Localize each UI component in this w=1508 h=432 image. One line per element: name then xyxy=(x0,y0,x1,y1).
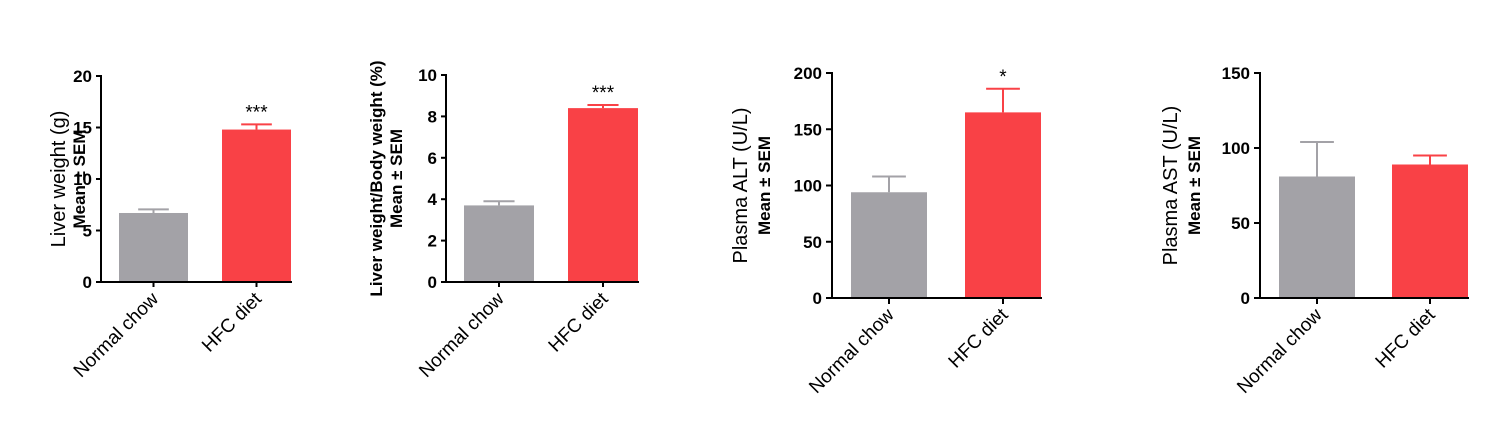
y-tick-label: 200 xyxy=(794,64,822,83)
y-tick-label: 50 xyxy=(803,233,822,252)
y-tick-label: 0 xyxy=(1241,289,1250,308)
y-tick-label: 5 xyxy=(83,222,92,241)
bar-1 xyxy=(464,205,534,282)
significance-marker: *** xyxy=(245,102,268,123)
y-tick-label: 0 xyxy=(813,289,822,308)
chart-panel-2: *** 0 2 4 6 8 10 Normal chow HFC diet Liver weigh… xyxy=(367,60,639,382)
bar-1 xyxy=(119,212,188,282)
bar-1 xyxy=(851,192,927,298)
y-tick-label: 0 xyxy=(428,273,437,292)
y-tick-label: 100 xyxy=(794,177,822,196)
category-label: Normal chow xyxy=(70,288,163,381)
significance-marker: * xyxy=(999,67,1007,88)
bar-2 xyxy=(1392,164,1468,298)
chart-panel-3: * 0 50 100 150 200 Normal chow HFC diet Plasma A… xyxy=(730,64,1042,398)
category-label: Normal chow xyxy=(1233,304,1326,397)
y-axis-subtitle: Mean ± SEM xyxy=(387,129,406,228)
chart-panel-1: *** 0 5 10 15 20 Normal chow HFC diet Liver weig… xyxy=(48,67,292,382)
bar-2 xyxy=(222,129,291,282)
y-tick-label: 15 xyxy=(73,119,92,138)
y-axis-subtitle: Mean ± SEM xyxy=(70,129,89,228)
category-label: HFC diet xyxy=(545,288,613,356)
y-axis-title: Plasma AST (U/L) xyxy=(1160,106,1182,266)
y-axis-title: Plasma ALT (U/L) xyxy=(730,108,752,264)
y-axis-title: Liver weight (g) xyxy=(48,111,70,248)
y-tick-label: 10 xyxy=(418,66,437,85)
y-tick-label: 150 xyxy=(1222,64,1250,83)
category-label: HFC diet xyxy=(1372,304,1440,372)
y-tick-label: 8 xyxy=(428,107,437,126)
y-tick-label: 150 xyxy=(794,120,822,139)
chart-panel-4: 0 50 100 150 Normal chow HFC diet Plasma AST (… xyxy=(1160,64,1469,398)
category-label: HFC diet xyxy=(945,304,1013,372)
y-axis-subtitle: Mean ± SEM xyxy=(755,136,774,235)
bar-2 xyxy=(568,108,638,283)
y-axis-title: Liver weight/Body weight (%) xyxy=(367,60,386,296)
y-tick-label: 50 xyxy=(1231,214,1250,233)
y-tick-label: 4 xyxy=(428,190,438,209)
category-label: HFC diet xyxy=(198,288,266,356)
category-label: Normal chow xyxy=(805,304,898,397)
y-tick-label: 0 xyxy=(83,273,92,292)
bar-2 xyxy=(965,112,1041,298)
y-tick-label: 100 xyxy=(1222,139,1250,158)
y-tick-label: 2 xyxy=(428,232,437,251)
category-label: Normal chow xyxy=(415,288,508,381)
y-tick-label: 6 xyxy=(428,149,437,168)
y-tick-label: 20 xyxy=(73,67,92,86)
y-axis-subtitle: Mean ± SEM xyxy=(1185,136,1204,235)
significance-marker: *** xyxy=(592,83,615,104)
bar-1 xyxy=(1279,176,1355,298)
y-tick-label: 10 xyxy=(73,170,92,189)
